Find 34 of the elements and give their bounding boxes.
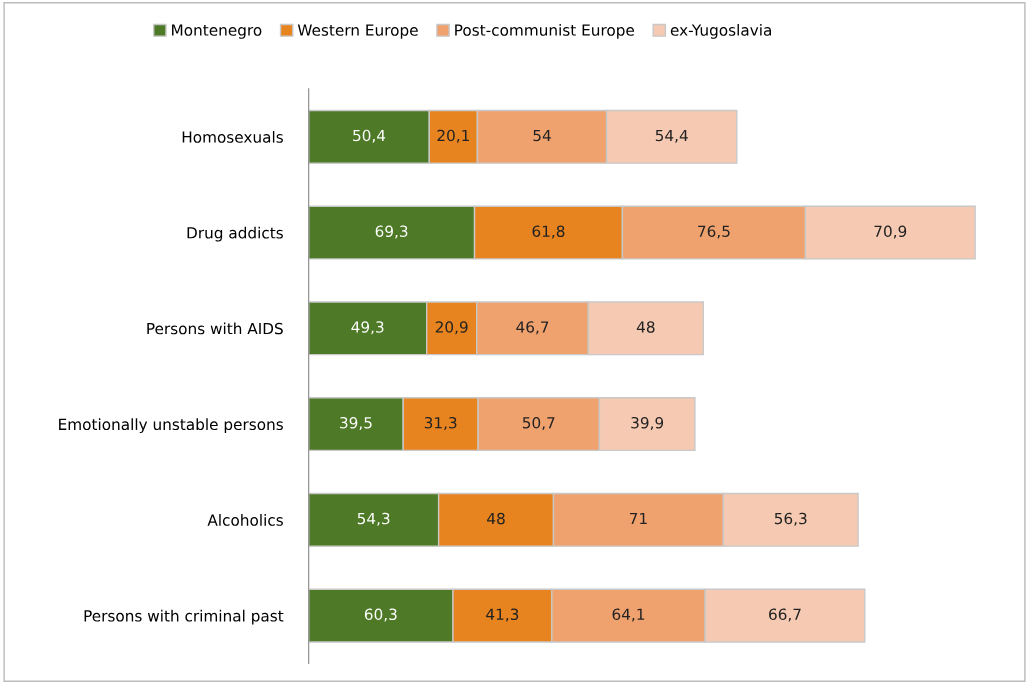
legend-label: Montenegro (172, 24, 262, 39)
data-label: 66,7 (769, 608, 801, 622)
data-label: 54,4 (655, 129, 688, 143)
data-label: 48 (487, 512, 505, 525)
data-label: 46,7 (516, 321, 549, 335)
data-label: 64,1 (612, 608, 645, 622)
data-label: 31,3 (424, 416, 457, 431)
data-label: 39,9 (631, 416, 664, 431)
legend-label: Post-communist Europe (455, 24, 635, 39)
data-label: 69,3 (375, 225, 408, 239)
y-tick-label: Persons with AIDS (147, 322, 283, 335)
data-label: 56,3 (774, 512, 807, 526)
y-tick-label: Alcoholics (207, 514, 283, 526)
y-tick-label: Drug addicts (187, 226, 283, 242)
data-label: 71 (629, 512, 647, 525)
data-label: 50,4 (353, 129, 386, 143)
y-tick-label: Homosexuals (182, 131, 283, 143)
data-label: 61,8 (532, 225, 565, 239)
data-label: 76,5 (698, 225, 730, 239)
legend-label: ex-Yugoslavia (670, 24, 771, 39)
data-label: 20,9 (435, 321, 468, 335)
y-tick-label: Persons with criminal past (84, 609, 284, 625)
legend-label: Western Europe (297, 24, 418, 39)
data-label: 50,7 (522, 416, 555, 431)
y-tick-label: Emotionally unstable persons (59, 418, 283, 434)
data-label: 41,3 (486, 608, 519, 622)
data-label: 60,3 (364, 608, 397, 622)
data-label: 39,5 (340, 416, 372, 431)
data-label: 54,3 (357, 512, 390, 526)
data-label: 54 (533, 129, 551, 142)
data-label: 48 (636, 321, 655, 333)
data-label: 49,3 (351, 321, 384, 335)
data-label: 70,9 (874, 225, 907, 239)
data-label: 20,1 (437, 129, 469, 143)
